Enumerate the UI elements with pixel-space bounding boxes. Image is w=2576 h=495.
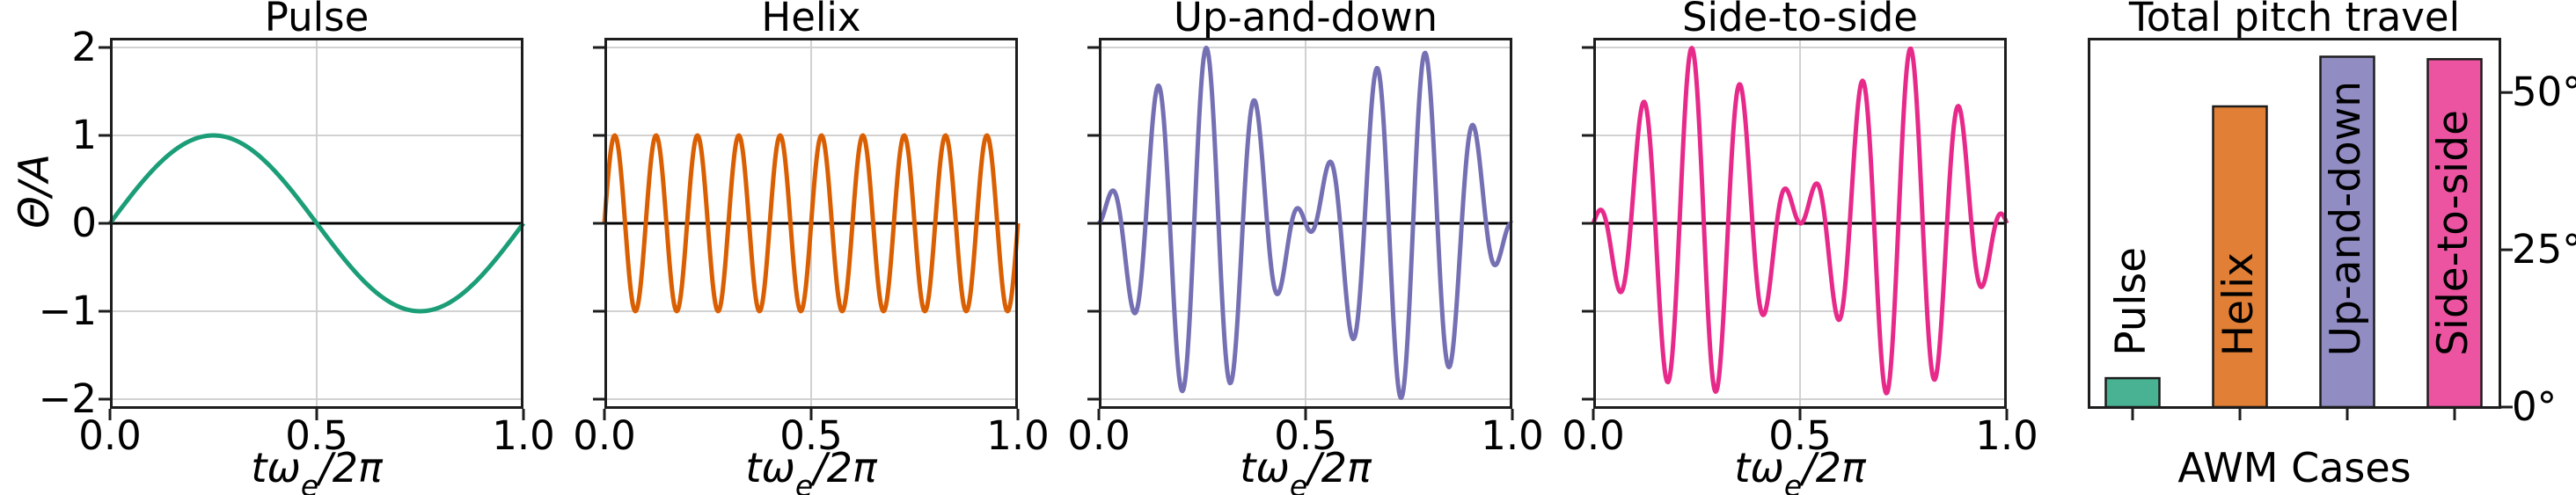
x-tick-label: 0.5: [285, 412, 348, 459]
bar-helix: [2212, 105, 2268, 409]
x-tick-label: 0.0: [1562, 412, 1625, 459]
bar-side-to-side: [2426, 58, 2483, 409]
subplot-pulse: Pulse 2 1 0 −1 −2 Θ/A 0.0 0.5 1.0 tωe/2π: [11, 0, 555, 495]
bar-label-side-to-side: Side-to-side: [2429, 110, 2477, 356]
waveform: [108, 133, 525, 314]
subplot-title: Up-and-down: [1173, 0, 1438, 40]
x-tick-label: 0.5: [779, 412, 843, 459]
axes-frame: [1593, 38, 2007, 409]
y-axis-label: Θ/A: [11, 154, 59, 229]
y-tick-label: −1: [38, 288, 97, 334]
waveform: [602, 133, 1021, 314]
waveform: [1591, 46, 2009, 396]
plot-area: [1087, 38, 1514, 420]
subplot-total-pitch-travel: Total pitch travel Pulse Helix Up-and-do…: [2088, 0, 2576, 491]
plot-area: [2088, 38, 2513, 420]
bar-up-and-down: [2319, 55, 2375, 409]
subplot-title: Side-to-side: [1681, 0, 1918, 40]
x-tick-label: 0.5: [1768, 412, 1832, 459]
plot-area: [1582, 38, 2009, 420]
x-axis-label: AWM Cases: [2177, 444, 2411, 491]
x-tick-label: 1.0: [492, 412, 555, 459]
axes-frame: [2088, 38, 2501, 409]
x-tick-label: 0.5: [1274, 412, 1337, 459]
x-axis-label: tωe/2π: [745, 444, 877, 495]
y-tick-label: −2: [38, 375, 97, 422]
y-tick-label-right: 50°: [2512, 69, 2576, 115]
y-tick-label-right: 25°: [2512, 226, 2576, 273]
x-tick-label: 1.0: [1481, 412, 1544, 459]
bar-pulse: [2104, 376, 2161, 409]
x-axis-label: tωe/2π: [1240, 444, 1372, 495]
x-axis-label: tωe/2π: [1734, 444, 1866, 495]
x-axis-label: tωe/2π: [251, 444, 383, 495]
axes-frame: [1099, 38, 1512, 409]
x-tick-label: 0.0: [78, 412, 142, 459]
x-tick-label: 1.0: [986, 412, 1050, 459]
y-tick-label-right: 0°: [2512, 383, 2558, 430]
x-tick-label: 0.0: [573, 412, 636, 459]
axes-frame: [604, 38, 1018, 409]
subplot-title: Helix: [761, 0, 861, 40]
subplot-title: Total pitch travel: [2128, 0, 2461, 40]
axes-frame: [110, 38, 523, 409]
bar-label-pulse: Pulse: [2107, 247, 2155, 356]
bar-label-helix: Helix: [2214, 251, 2263, 356]
y-tick-label: 0: [71, 200, 97, 246]
subplot-helix: Helix 0.0 0.5 1.0 tωe/2π: [573, 0, 1050, 495]
x-tick-label: 0.0: [1067, 412, 1131, 459]
plot-area: [99, 38, 525, 420]
subplot-title: Pulse: [264, 0, 370, 40]
plot-area: [593, 38, 1021, 420]
subplot-side-to-side: Side-to-side 0.0 0.5 1.0 tωe/2π: [1562, 0, 2038, 495]
waveform: [1097, 45, 1514, 400]
x-tick-label: 1.0: [1975, 412, 2038, 459]
y-tick-label: 1: [71, 112, 97, 158]
bar-label-up-and-down: Up-and-down: [2322, 80, 2370, 356]
y-tick-label: 2: [71, 24, 97, 70]
subplot-up-and-down: Up-and-down 0.0 0.5 1.0 tωe/2π: [1067, 0, 1544, 495]
